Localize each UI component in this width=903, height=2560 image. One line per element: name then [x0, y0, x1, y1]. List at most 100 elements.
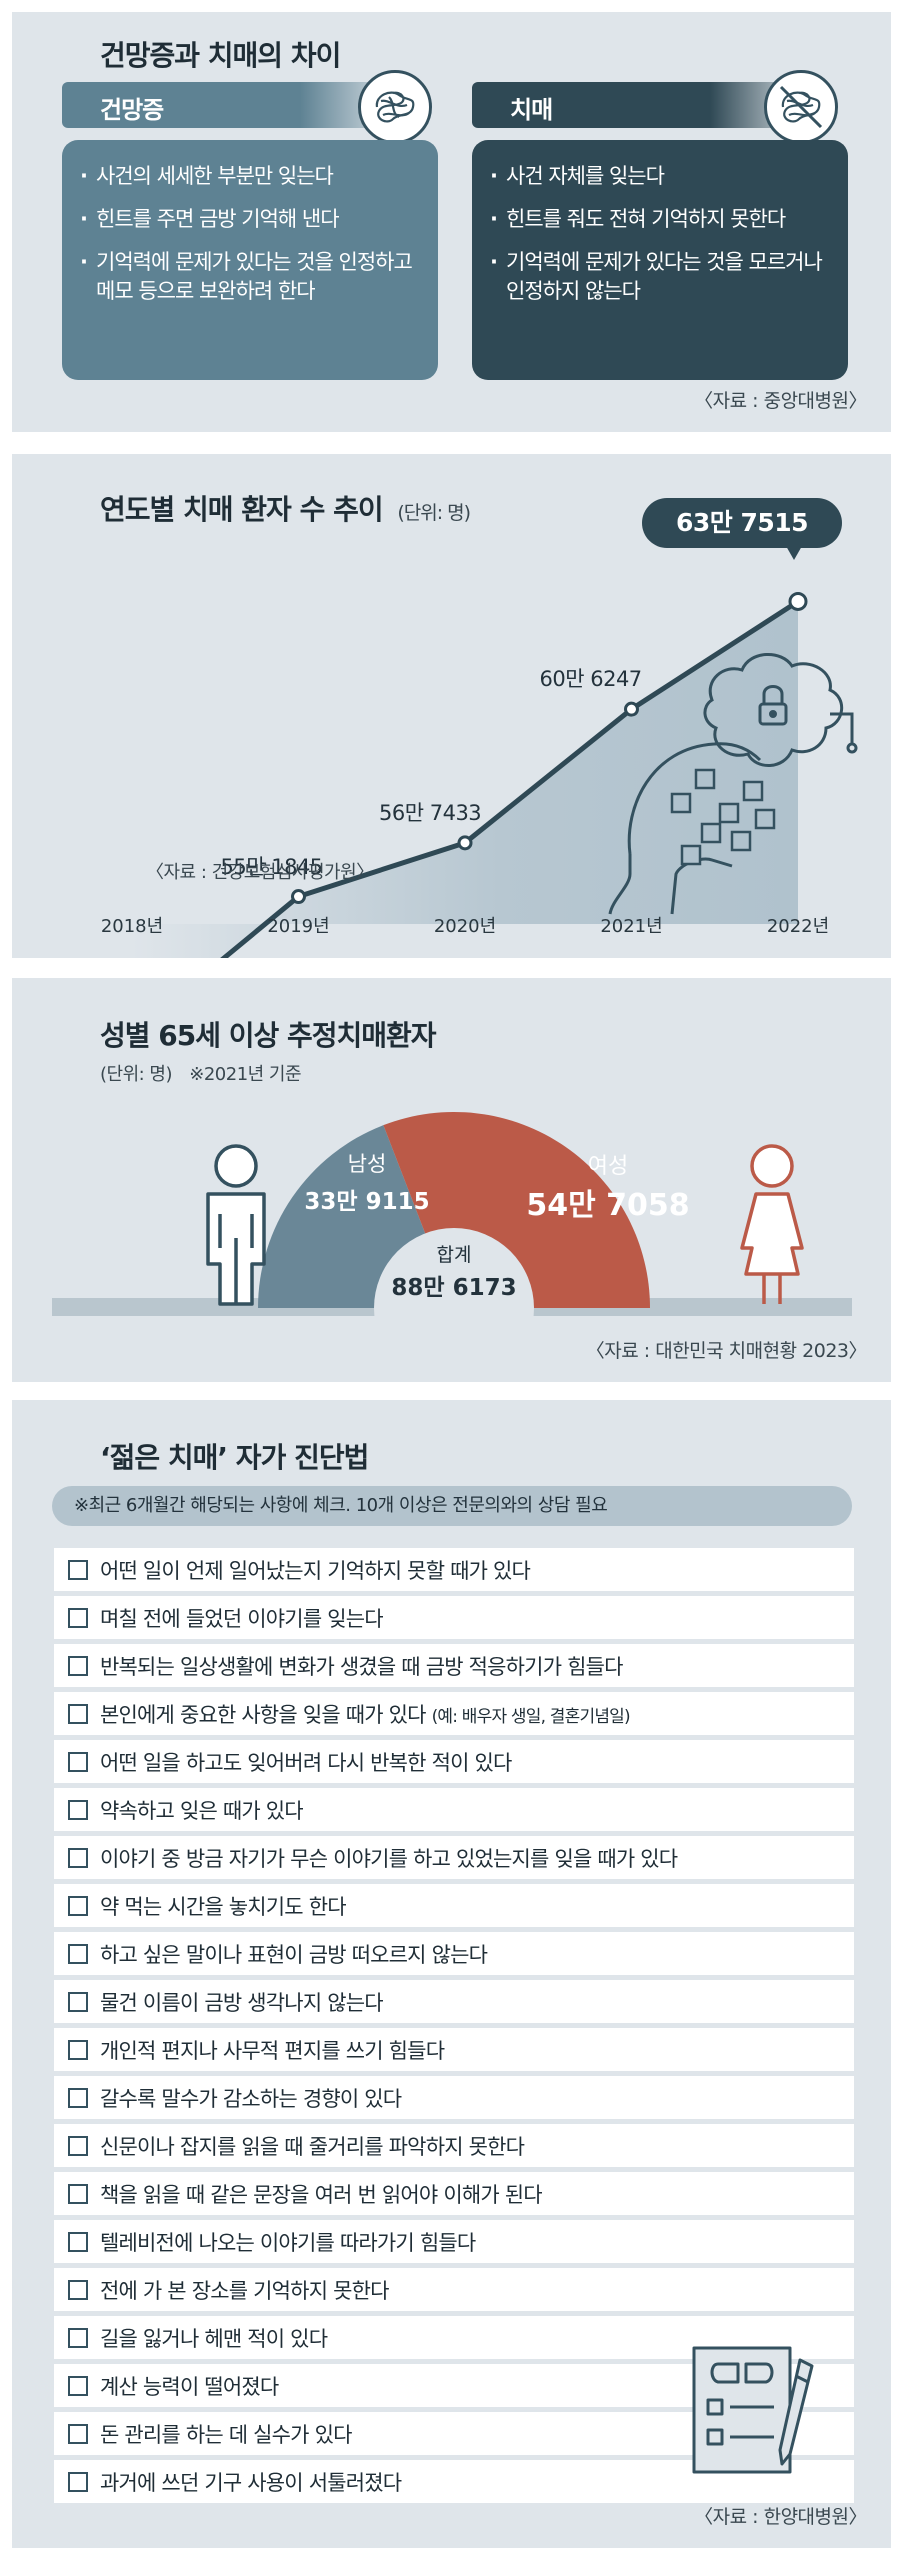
trend-point	[788, 591, 808, 611]
checklist-note: ※최근 6개월간 해당되는 사항에 체크. 10개 이상은 전문의와의 상담 필…	[52, 1486, 852, 1526]
checklist-item[interactable]: 반복되는 일상생활에 변화가 생겼을 때 금방 적응하기가 힘들다	[54, 1644, 854, 1687]
checklist-item[interactable]: 이야기 중 방금 자기가 무슨 이야기를 하고 있었는지를 잊을 때가 있다	[54, 1836, 854, 1879]
checklist-item-text: 전에 가 본 장소를 기억하지 못한다	[100, 2278, 389, 2303]
checkbox[interactable]	[68, 2039, 88, 2060]
checklist-item-text: 돈 관리를 하는 데 실수가 있다	[100, 2422, 352, 2447]
tangled-yarn-icon	[358, 70, 432, 144]
checklist-item-text: 어떤 일이 언제 일어났는지 기억하지 못할 때가 있다	[100, 1558, 531, 1583]
trend-source: 〈자료 : 건강보험심사평가원〉	[146, 862, 374, 883]
checklist-item[interactable]: 하고 싶은 말이나 표현이 금방 떠오르지 않는다	[54, 1932, 854, 1975]
trend-year-tick: 2019년	[267, 916, 330, 937]
checkbox[interactable]	[68, 2423, 88, 2444]
checklist-item-text: 과거에 쓰던 기구 사용이 서툴러졌다	[100, 2470, 402, 2495]
checkbox[interactable]	[68, 2327, 88, 2348]
checkbox[interactable]	[68, 1559, 88, 1580]
total-label: 합계	[436, 1244, 472, 1266]
dementia-item: 힌트를 줘도 전혀 기억하지 못한다	[490, 205, 834, 234]
latest-value-bubble: 63만 7515	[642, 498, 842, 548]
checklist-item-text: 물건 이름이 금방 생각나지 않는다	[100, 1990, 384, 2015]
checklist-item-text: 본인에게 중요한 사항을 잊을 때가 있다 (예: 배우자 생일, 결혼기념일)	[100, 1699, 631, 1729]
checklist-item-text: 어떤 일을 하고도 잊어버려 다시 반복한 적이 있다	[100, 1750, 512, 1775]
checklist-item[interactable]: 책을 읽을 때 같은 문장을 여러 번 읽어야 이해가 된다	[54, 2172, 854, 2215]
checklist-item-text: 책을 읽을 때 같은 문장을 여러 번 읽어야 이해가 된다	[100, 2182, 543, 2207]
checklist-item[interactable]: 개인적 편지나 사무적 편지를 쓰기 힘들다	[54, 2028, 854, 2071]
gender-unit: (단위: 명)	[100, 1064, 173, 1085]
checklist-item-text: 길을 잃거나 헤맨 적이 있다	[100, 2326, 328, 2351]
checklist-item[interactable]: 갈수록 말수가 감소하는 경향이 있다	[54, 2076, 854, 2119]
forgetfulness-item: 힌트를 주면 금방 기억해 낸다	[80, 205, 424, 234]
gender-title: 성별 65세 이상 추정치매환자	[100, 1019, 437, 1052]
checklist-item[interactable]: 물건 이름이 금방 생각나지 않는다	[54, 1980, 854, 2023]
man-figure-icon	[206, 1144, 266, 1306]
checkbox[interactable]	[68, 1703, 88, 1724]
checkbox[interactable]	[68, 2375, 88, 2396]
bubble-pointer	[786, 546, 802, 560]
checklist-item-main: 본인에게 중요한 사항을 잊을 때가 있다	[100, 1702, 427, 1727]
male-label: 남성	[347, 1152, 387, 1176]
gender-semicircle-chart	[52, 1112, 852, 1382]
trend-data-label: 60만 6247	[539, 667, 643, 692]
gender-unit-line: (단위: 명) ※2021년 기준	[100, 1060, 302, 1086]
brain-checklist-pen-icon	[692, 2346, 814, 2474]
gender-panel: 성별 65세 이상 추정치매환자 (단위: 명) ※2021년 기준 남성 33…	[12, 978, 891, 1382]
trend-title: 연도별 치매 환자 수 추이 (단위: 명)	[100, 488, 471, 528]
dementia-box: 사건 자체를 잊는다 힌트를 줘도 전혀 기억하지 못한다 기억력에 문제가 있…	[472, 140, 848, 380]
checklist-source: 〈자료 : 한양대병원〉	[694, 2506, 867, 2528]
trend-year-tick: 2021년	[600, 916, 663, 937]
checklist-item[interactable]: 며칠 전에 들었던 이야기를 잊는다	[54, 1596, 854, 1639]
checkbox[interactable]	[68, 2279, 88, 2300]
forgetfulness-box: 사건의 세세한 부분만 잊는다 힌트를 주면 금방 기억해 낸다 기억력에 문제…	[62, 140, 438, 380]
checklist-item[interactable]: 신문이나 잡지를 읽을 때 줄거리를 파악하지 못한다	[54, 2124, 854, 2167]
dementia-label: 치매	[510, 96, 553, 124]
male-value: 33만 9115	[304, 1189, 430, 1215]
female-value: 54만 7058	[526, 1188, 690, 1223]
checklist-item[interactable]: 전에 가 본 장소를 기억하지 못한다	[54, 2268, 854, 2311]
yearly-trend-panel: 연도별 치매 환자 수 추이 (단위: 명)	[12, 454, 891, 1080]
checklist-item[interactable]: 텔레비전에 나오는 이야기를 따라가기 힘들다	[54, 2220, 854, 2263]
checklist-item-text: 약 먹는 시간을 놓치기도 한다	[100, 1894, 347, 1919]
trend-point	[457, 835, 473, 851]
checklist-item[interactable]: 어떤 일을 하고도 잊어버려 다시 반복한 적이 있다	[54, 1740, 854, 1783]
dementia-item: 사건 자체를 잊는다	[490, 162, 834, 191]
checkbox[interactable]	[68, 1991, 88, 2012]
checkbox[interactable]	[68, 1607, 88, 1628]
dementia-item: 기억력에 문제가 있다는 것을 모르거나 인정하지 않는다	[490, 248, 834, 306]
forgetfulness-item: 사건의 세세한 부분만 잊는다	[80, 162, 424, 191]
trend-year-tick: 2022년	[766, 916, 830, 937]
center-hole	[374, 1228, 534, 1382]
total-value: 88만 6173	[391, 1275, 517, 1301]
checkbox[interactable]	[68, 2087, 88, 2108]
checklist-item[interactable]: 어떤 일이 언제 일어났는지 기억하지 못할 때가 있다	[54, 1548, 854, 1591]
gender-basis: ※2021년 기준	[189, 1064, 302, 1085]
checkbox[interactable]	[68, 1943, 88, 1964]
crossed-out-yarn-icon	[764, 70, 838, 144]
checklist-item-text: 계산 능력이 떨어졌다	[100, 2374, 279, 2399]
checklist-item[interactable]: 본인에게 중요한 사항을 잊을 때가 있다 (예: 배우자 생일, 결혼기념일)	[54, 1692, 854, 1735]
trend-chart	[132, 591, 858, 958]
forgetfulness-header-bar	[62, 82, 402, 128]
self-diagnosis-panel: ‘젊은 치매’ 자가 진단법 ※최근 6개월간 해당되는 사항에 체크. 10개…	[12, 1400, 891, 2548]
checklist-item[interactable]: 약 먹는 시간을 놓치기도 한다	[54, 1884, 854, 1927]
checklist-title: ‘젊은 치매’ 자가 진단법	[100, 1441, 369, 1474]
checkbox[interactable]	[68, 2135, 88, 2156]
trend-unit: (단위: 명)	[397, 502, 471, 524]
checkbox[interactable]	[68, 2471, 88, 2492]
checklist-item-text: 반복되는 일상생활에 변화가 생겼을 때 금방 적응하기가 힘들다	[100, 1654, 623, 1679]
head-with-locked-brain-icon	[608, 653, 858, 915]
comparison-title: 건망증과 치매의 차이	[100, 39, 341, 72]
checkbox[interactable]	[68, 1799, 88, 1820]
woman-figure-icon	[740, 1144, 804, 1304]
checklist-item[interactable]: 약속하고 잊은 때가 있다	[54, 1788, 854, 1831]
trend-title-text: 연도별 치매 환자 수 추이	[100, 493, 384, 526]
checkbox[interactable]	[68, 1655, 88, 1676]
forgetfulness-item: 기억력에 문제가 있다는 것을 인정하고 메모 등으로 보완하려 한다	[80, 248, 424, 306]
checkbox[interactable]	[68, 2231, 88, 2252]
checkbox[interactable]	[68, 1751, 88, 1772]
checkbox[interactable]	[68, 1895, 88, 1916]
trend-year-tick: 2018년	[100, 916, 164, 937]
checklist-item-text: 며칠 전에 들었던 이야기를 잊는다	[100, 1606, 384, 1631]
checkbox[interactable]	[68, 1847, 88, 1868]
checklist-item-text: 약속하고 잊은 때가 있다	[100, 1798, 304, 1823]
comparison-panel: 건망증과 치매의 차이 건망증 치매 사건의 세세한 부분만 잊는다 힌트를 주…	[12, 12, 891, 432]
checkbox[interactable]	[68, 2183, 88, 2204]
